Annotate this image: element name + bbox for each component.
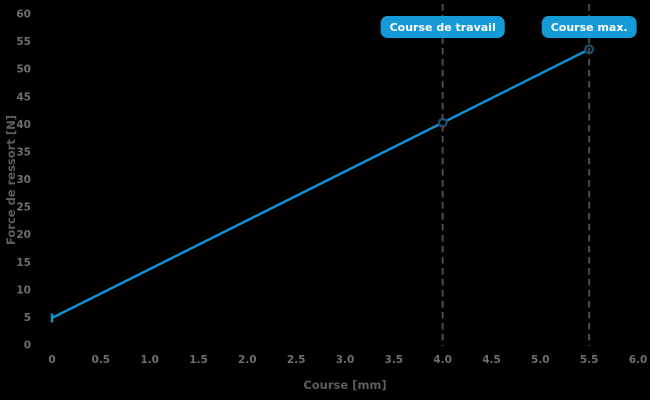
x-tick-label: 1.5 [189, 354, 208, 366]
y-tick-label: 25 [16, 202, 31, 214]
y-tick-label: 40 [16, 119, 31, 131]
x-tick-label: 1.0 [140, 354, 159, 366]
x-tick-label: 5.5 [580, 354, 599, 366]
y-tick-label: 15 [16, 257, 31, 269]
x-tick-label: 2.5 [287, 354, 306, 366]
spring-force-line [51, 48, 590, 320]
x-tick-label: 5.0 [531, 354, 550, 366]
y-tick-label: 45 [16, 91, 31, 103]
y-tick-label: 60 [16, 9, 31, 21]
y-tick-label: 0 [24, 340, 31, 352]
annotation-badge [541, 16, 637, 38]
y-tick-label: 10 [16, 284, 31, 296]
x-tick-label: 4.0 [433, 354, 452, 366]
y-tick-label: 20 [16, 229, 31, 241]
x-tick-label: 2.0 [238, 354, 257, 366]
annotation-badge [380, 16, 505, 38]
x-tick-label: 4.5 [482, 354, 501, 366]
x-axis-label: Course [mm] [303, 378, 387, 392]
x-tick-label: 6.0 [629, 354, 648, 366]
y-tick-label: 35 [16, 146, 31, 158]
y-tick-label: 50 [16, 64, 31, 76]
annotation-badge-label: Course max. [551, 21, 628, 34]
annotation-badge-label: Course de travail [390, 21, 496, 34]
y-tick-label: 55 [16, 36, 31, 48]
y-tick-label: 5 [24, 312, 31, 324]
x-tick-label: 3.0 [336, 354, 355, 366]
y-axis-label: Force de ressort [N] [4, 115, 18, 245]
x-tick-label: 0 [48, 354, 55, 366]
x-tick-label: 3.5 [385, 354, 404, 366]
x-tick-label: 0.5 [92, 354, 111, 366]
y-tick-label: 30 [16, 174, 31, 186]
